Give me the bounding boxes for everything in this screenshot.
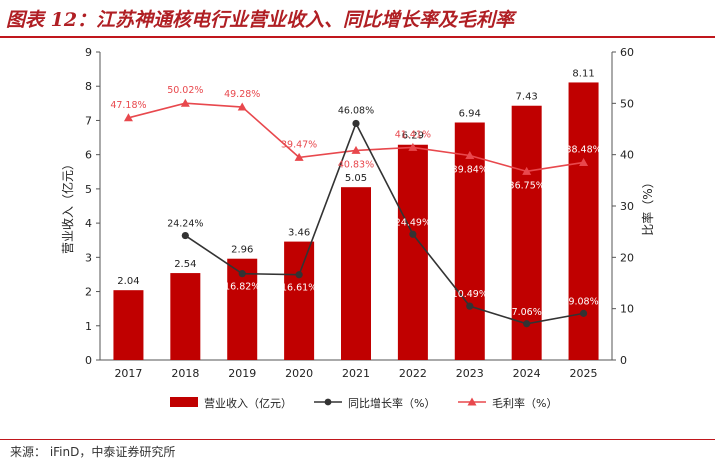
revenue-bar	[568, 82, 599, 361]
title-rule	[0, 36, 715, 38]
gross-margin-label: 49.28%	[224, 89, 260, 100]
growth-rate-point	[409, 230, 417, 238]
revenue-bar	[284, 241, 315, 360]
growth-rate-line	[184, 121, 584, 325]
revenue-bar	[454, 122, 485, 361]
gross-margin-point	[465, 150, 475, 159]
x-tick-label: 2022	[399, 367, 427, 380]
x-tick-label: 2025	[570, 367, 598, 380]
gross-margin-label: 39.84%	[452, 164, 488, 175]
y-tick-label-right: 30	[620, 200, 634, 213]
revenue-value-label: 6.94	[459, 108, 481, 119]
growth-rate-label: 7.06%	[512, 307, 542, 318]
growth-rate-label: 10.49%	[452, 289, 488, 300]
gross-margin-label: 50.02%	[167, 85, 203, 96]
y-tick-label-left: 6	[85, 149, 92, 162]
growth-rate-label: 16.61%	[281, 283, 317, 294]
growth-rate-point	[352, 119, 360, 128]
growth-rate-label: 46.08%	[338, 105, 374, 116]
y-tick-label-left: 3	[85, 251, 92, 264]
y-tick-label-right: 0	[620, 354, 627, 367]
x-tick-label: 2023	[456, 367, 484, 380]
legend-marker-growth	[324, 398, 332, 406]
revenue-value-label: 5.05	[345, 173, 367, 184]
gross-margin-point	[237, 102, 247, 111]
gross-margin-label: 38.48%	[565, 144, 601, 155]
revenue-bar	[397, 144, 428, 360]
revenue-value-label: 8.11	[572, 68, 594, 79]
growth-rate-label: 9.08%	[568, 296, 598, 307]
x-tick-label: 2019	[228, 367, 256, 380]
gross-margin-point	[180, 98, 190, 107]
revenue-value-label: 6.29	[402, 131, 424, 142]
legend-marker-margin	[467, 397, 477, 406]
revenue-bar	[341, 187, 371, 360]
growth-rate-point	[295, 271, 303, 279]
gross-margin-point	[123, 113, 133, 122]
legend-label-margin: 毛利率（%）	[492, 396, 557, 410]
gross-margin-label: 39.47%	[281, 139, 317, 150]
y-tick-label-left: 8	[85, 80, 92, 93]
revenue-value-label: 3.46	[288, 228, 310, 239]
gross-margin-label: 47.18%	[110, 100, 146, 111]
gross-margin-point	[522, 166, 532, 175]
y-tick-label-left: 0	[85, 354, 92, 367]
y-tick-label-right: 50	[620, 97, 634, 110]
gross-margin-label: 41.41%	[395, 129, 431, 140]
x-tick-label: 2020	[285, 367, 313, 380]
growth-rate-point	[181, 231, 189, 240]
x-tick-label: 2018	[171, 367, 199, 380]
gross-margin-point	[294, 152, 304, 161]
y-tick-label-left: 1	[85, 320, 92, 333]
x-tick-label: 2021	[342, 367, 370, 380]
y-tick-label-right: 40	[620, 149, 634, 162]
revenue-bar	[511, 105, 542, 361]
growth-rate-point	[523, 320, 531, 328]
gross-margin-label: 40.83%	[338, 159, 374, 170]
revenue-value-label: 2.96	[231, 245, 253, 256]
gross-margin-label: 36.75%	[509, 180, 545, 191]
revenue-bar	[170, 273, 201, 360]
growth-rate-point	[579, 309, 588, 317]
growth-rate-label: 24.49%	[395, 217, 431, 228]
y-axis-title-left: 营业收入（亿元）	[60, 158, 75, 254]
gross-margin-point	[351, 145, 361, 154]
revenue-value-label: 7.43	[516, 92, 538, 103]
chart-title: 图表 12：江苏神通核电行业营业收入、同比增长率及毛利率	[6, 9, 515, 31]
y-tick-label-right: 10	[620, 303, 634, 316]
y-tick-label-left: 4	[85, 217, 92, 230]
revenue-value-label: 2.04	[117, 276, 139, 287]
growth-rate-label: 24.24%	[167, 219, 203, 230]
gross-margin-point	[408, 142, 418, 151]
y-tick-label-left: 7	[85, 114, 92, 127]
revenue-value-label: 2.54	[174, 259, 196, 270]
y-tick-label-left: 5	[85, 183, 92, 196]
y-tick-label-right: 60	[620, 46, 634, 59]
x-tick-label: 2024	[513, 367, 541, 380]
chart-figure: 0 1 2 3 4 5 6 7 8 9 0 10 20 30 40 50 60 营业收入（亿元） 比率（%） 2017…	[60, 46, 655, 410]
source-note: 来源： iFinD，中泰证券研究所	[10, 445, 176, 459]
gross-margin-point	[579, 157, 589, 166]
y-tick-label-left: 9	[85, 46, 92, 59]
growth-rate-point	[238, 270, 246, 278]
y-tick-label-right: 20	[620, 251, 634, 264]
legend-label-revenue: 营业收入（亿元）	[204, 396, 292, 410]
growth-rate-label: 16.82%	[224, 282, 260, 293]
source-rule	[0, 439, 715, 440]
x-tick-label: 2017	[114, 367, 142, 380]
legend-label-growth: 同比增长率（%）	[348, 396, 435, 410]
legend-swatch-revenue	[170, 397, 198, 407]
y-axis-title-right: 比率（%）	[640, 176, 655, 235]
revenue-bar	[113, 290, 144, 360]
y-tick-label-left: 2	[85, 286, 92, 299]
growth-rate-point	[466, 302, 474, 310]
